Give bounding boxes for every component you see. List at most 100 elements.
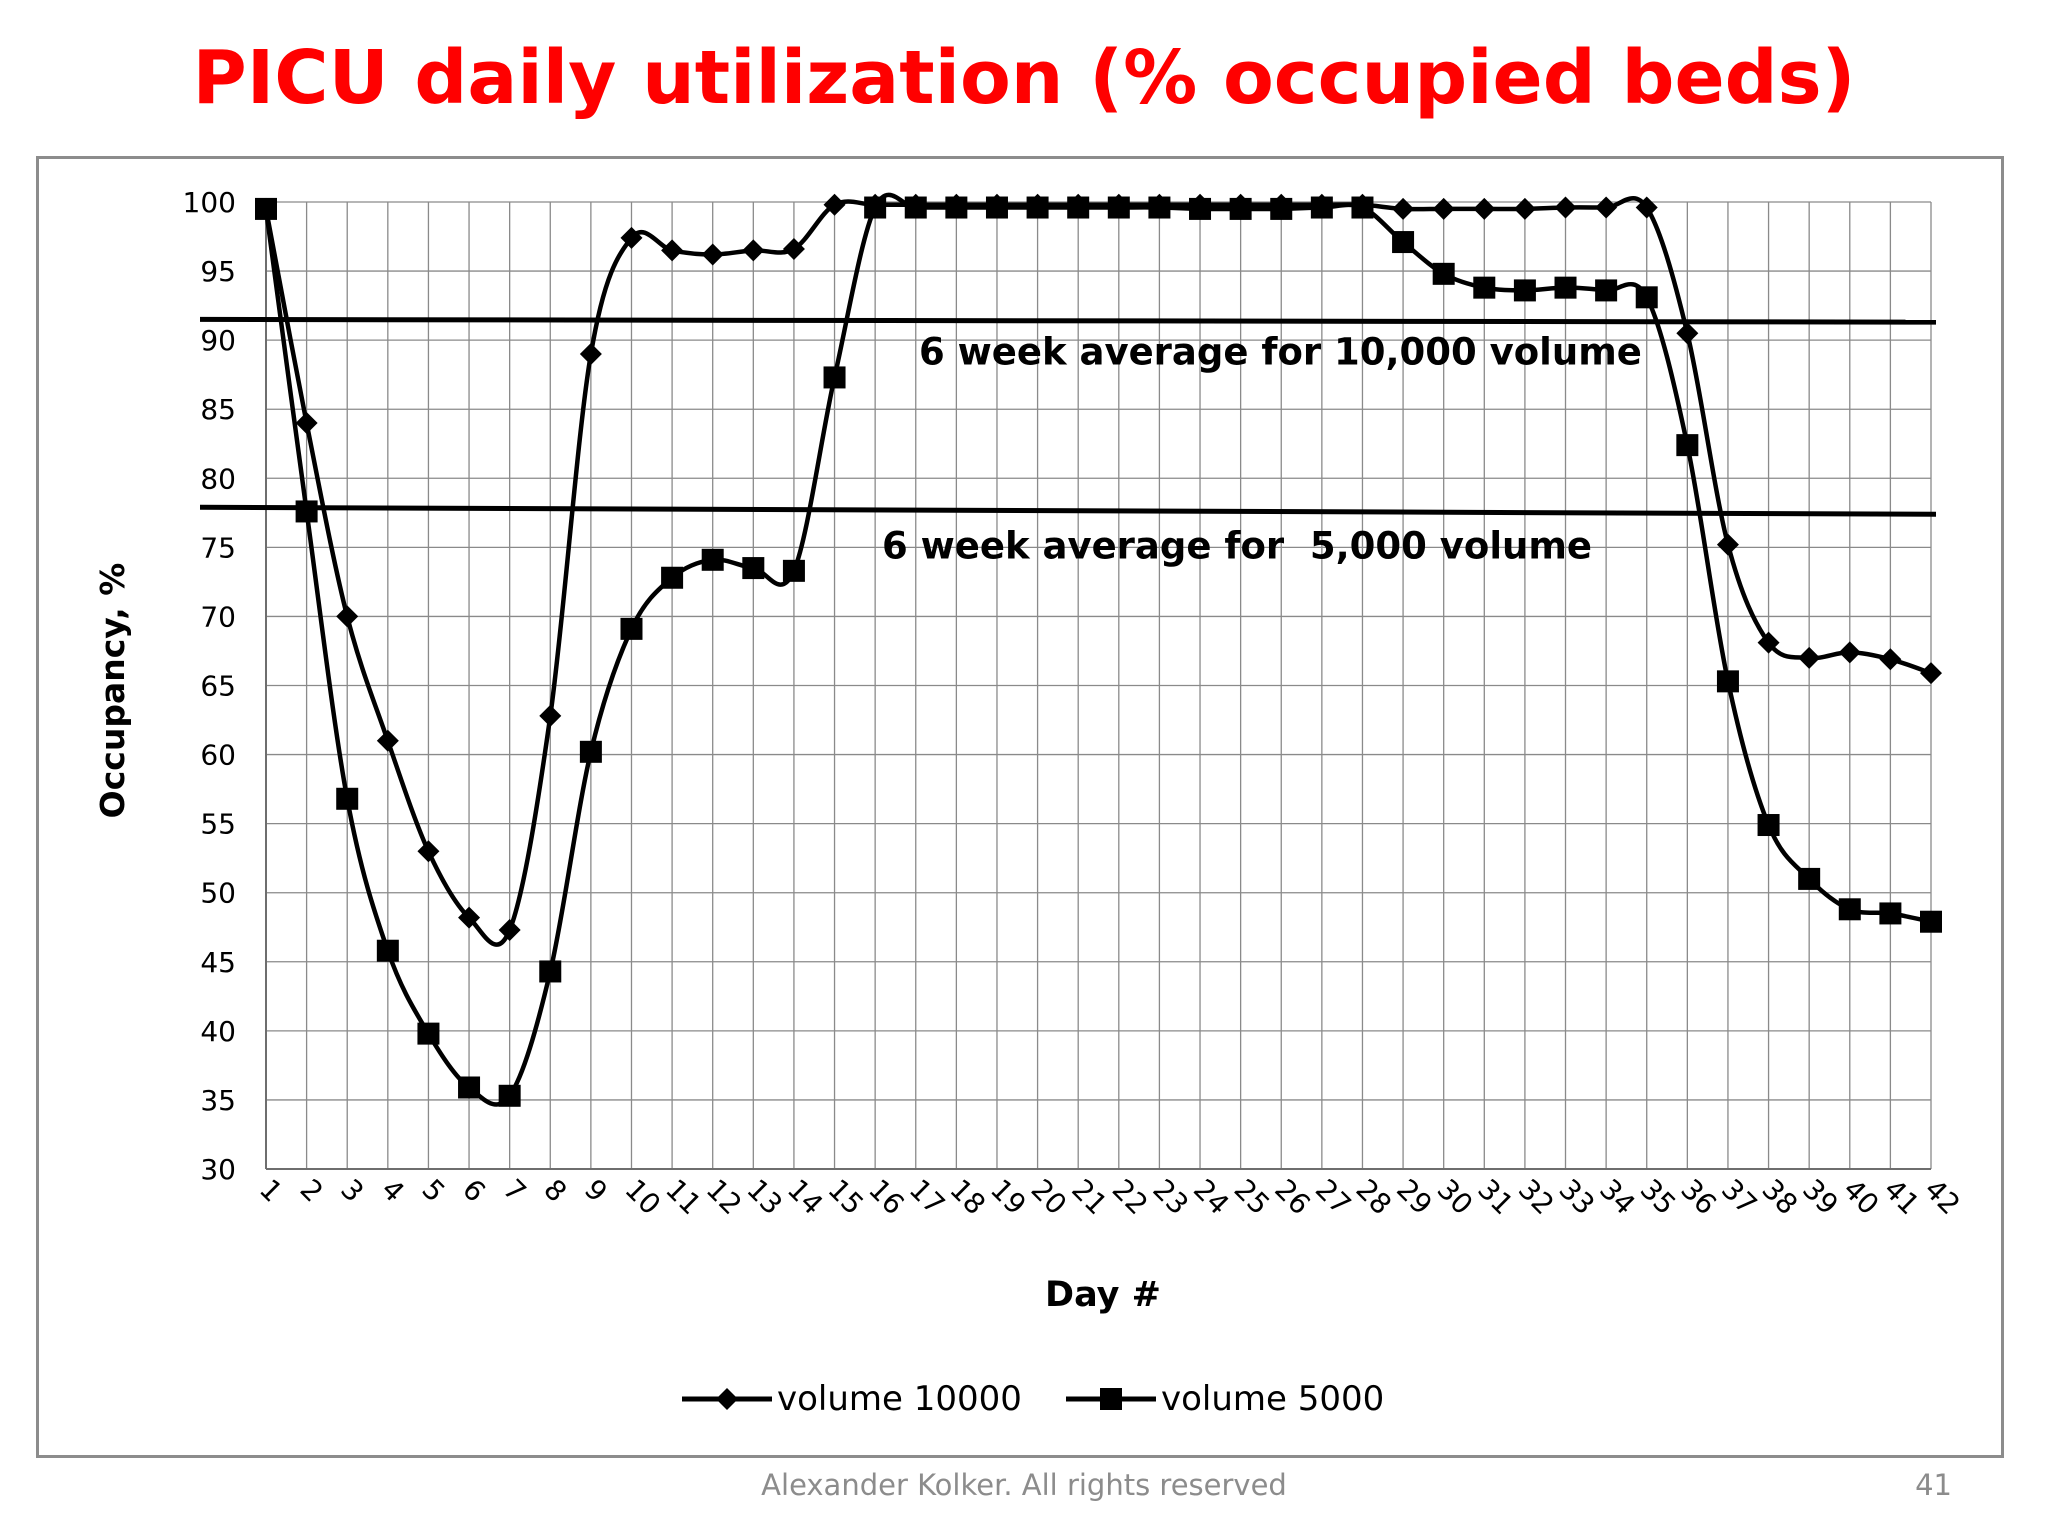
data-point-square [1148, 196, 1171, 219]
y-tick-label: 35 [200, 1084, 236, 1117]
data-point-square [1229, 197, 1252, 220]
data-point-square [1026, 196, 1049, 219]
footer-copyright: Alexander Kolker. All rights reserved [761, 1468, 1287, 1502]
y-tick-labels: 30 35 40 45 50 55 60 65 70 75 80 85 90 95 100 [183, 186, 236, 1186]
x-tick-label: 18 [943, 1173, 992, 1222]
data-point-square [417, 1022, 440, 1045]
data-point-diamond [1432, 197, 1455, 220]
legend: volume 10000 volume 5000 [682, 1379, 1384, 1419]
data-point-diamond [1554, 196, 1577, 219]
data-point-square [701, 548, 724, 571]
y-tick-label: 55 [200, 808, 236, 841]
y-tick-label: 40 [200, 1015, 236, 1048]
x-tick-label: 27 [1309, 1173, 1358, 1222]
x-tick-label: 8 [537, 1173, 573, 1209]
x-tick-label: 16 [862, 1173, 911, 1222]
data-point-square [661, 566, 684, 589]
data-point-square [1838, 898, 1861, 921]
x-tick-label: 17 [903, 1173, 952, 1222]
data-point-square [1757, 814, 1780, 837]
x-tick-label: 5 [415, 1173, 451, 1209]
page-number: 41 [1915, 1468, 1952, 1502]
data-point-square [1189, 197, 1212, 220]
data-point-square [1554, 276, 1577, 299]
data-point-square [579, 740, 602, 763]
data-point-square [1473, 276, 1496, 299]
x-tick-label: 35 [1634, 1173, 1683, 1222]
data-point-diamond [498, 919, 521, 942]
x-axis-label: Day # [1045, 1275, 1161, 1315]
data-point-square [1920, 910, 1942, 933]
data-point-diamond [1879, 648, 1902, 671]
data-point-square [295, 500, 318, 523]
x-tick-label: 2 [294, 1173, 330, 1209]
legend-label: volume 5000 [1161, 1379, 1384, 1419]
series-line [263, 192, 1932, 1107]
x-tick-label: 4 [375, 1173, 411, 1209]
data-point-square [1716, 670, 1739, 693]
x-tick-label: 25 [1228, 1173, 1277, 1222]
reference-lines: 6 week average for 10,000 volume 6 week a… [199, 316, 1937, 567]
x-tick-label: 32 [1512, 1173, 1561, 1222]
x-tick-label: 36 [1674, 1173, 1723, 1222]
data-point-diamond [782, 237, 805, 260]
x-tick-label: 37 [1715, 1173, 1764, 1222]
legend-marker [716, 1388, 738, 1410]
data-point-square [1067, 196, 1090, 219]
data-point-diamond [701, 243, 724, 266]
data-point-square [1107, 196, 1130, 219]
data-point-diamond [1757, 631, 1780, 654]
data-point-square [985, 196, 1008, 219]
x-tick-label: 24 [1187, 1173, 1236, 1222]
data-point-square [864, 196, 887, 219]
slide-title: PICU daily utilization (% occupied beds) [192, 35, 1856, 121]
x-tick-label: 21 [1065, 1173, 1114, 1222]
y-tick-label: 85 [200, 393, 236, 426]
data-point-diamond [417, 840, 440, 863]
data-point-diamond [1473, 197, 1496, 220]
x-tick-label: 22 [1106, 1173, 1155, 1222]
data-point-square [1270, 197, 1293, 220]
x-tick-label: 40 [1837, 1173, 1886, 1222]
data-point-square [1513, 279, 1536, 302]
y-tick-label: 30 [200, 1153, 236, 1186]
data-point-square [620, 617, 643, 640]
series-layer [255, 192, 1942, 1107]
y-axis-label: Occupancy, % [93, 563, 132, 819]
data-point-square [1879, 902, 1902, 925]
x-tick-label: 28 [1350, 1173, 1399, 1222]
series-1 [255, 193, 1942, 947]
x-tick-label: 31 [1471, 1173, 1520, 1222]
data-point-diamond [1676, 322, 1699, 345]
x-tick-label: 14 [781, 1173, 830, 1222]
y-tick-label: 45 [200, 946, 236, 979]
average-reference-line [199, 504, 1937, 517]
x-tick-label: 7 [497, 1173, 533, 1209]
data-point-square [1676, 434, 1699, 457]
x-tick-label: 30 [1431, 1173, 1480, 1222]
data-point-diamond [458, 906, 481, 929]
x-tick-label: 9 [578, 1173, 614, 1209]
data-point-diamond [1392, 197, 1415, 220]
data-point-diamond [1716, 533, 1739, 556]
x-tick-labels: 1 2 3 4 5 6 7 8 9 1011121314151617181920212223242… [253, 1173, 1967, 1222]
x-tick-label: 11 [659, 1173, 708, 1222]
data-point-square [1310, 196, 1333, 219]
x-tick-label: 29 [1390, 1173, 1439, 1222]
average-reference-line [199, 316, 1937, 325]
data-point-diamond [539, 704, 562, 727]
data-point-square [539, 960, 562, 983]
x-tick-label: 3 [334, 1173, 370, 1209]
data-point-square [376, 939, 399, 962]
data-point-square [255, 197, 277, 220]
x-tick-label: 1 [253, 1173, 289, 1209]
data-point-diamond [620, 226, 643, 249]
data-point-square [782, 559, 805, 582]
series-line [263, 196, 1932, 947]
data-point-square [498, 1084, 521, 1107]
data-point-diamond [295, 412, 318, 435]
x-tick-label: 41 [1877, 1173, 1926, 1222]
series-2 [255, 192, 1942, 1107]
